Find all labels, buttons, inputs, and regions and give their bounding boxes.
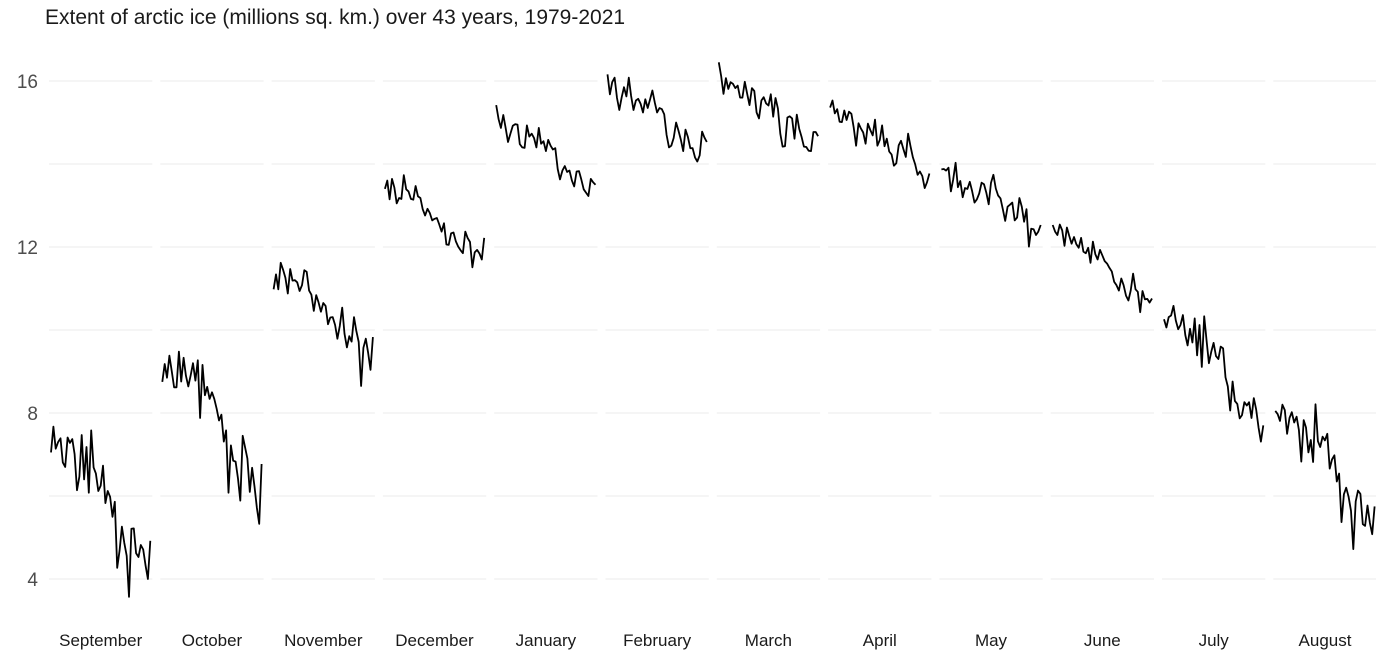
x-tick-label: July [1199,631,1230,650]
x-tick-label: May [975,631,1008,650]
x-tick-label: October [182,631,243,650]
series-line-october [161,350,263,525]
x-tick-label: September [59,631,142,650]
y-tick-label: 8 [27,404,38,425]
series-line-june [1051,223,1153,314]
series-line-march [717,62,819,153]
y-tick-label: 4 [27,570,38,591]
series-line-july [1163,304,1265,443]
x-tick-label: August [1299,631,1352,650]
y-axis: 4 8 12 16 [17,72,39,591]
x-tick-label: June [1084,631,1121,650]
x-tick-label: November [284,631,363,650]
series-line-september [50,425,152,598]
chart-title: Extent of arctic ice (millions sq. km.) … [45,6,626,29]
y-tick-label: 16 [17,72,38,93]
y-tick-label: 12 [17,238,38,259]
series-line-november [272,261,374,387]
x-tick-label: March [745,631,792,650]
series-line-february [606,74,708,163]
series-line-august [1274,403,1376,550]
grid-layer [49,80,1376,580]
x-tick-label: February [623,631,692,650]
x-tick-label: December [395,631,474,650]
series-line-december [384,174,486,269]
x-tick-label: January [516,631,577,650]
series-line-april [829,99,931,190]
x-tick-label: April [863,631,897,650]
series-line-may [941,161,1042,248]
x-axis: September October November December January F… [59,631,1352,650]
series-line-january [495,104,597,197]
series-layer [50,62,1376,598]
